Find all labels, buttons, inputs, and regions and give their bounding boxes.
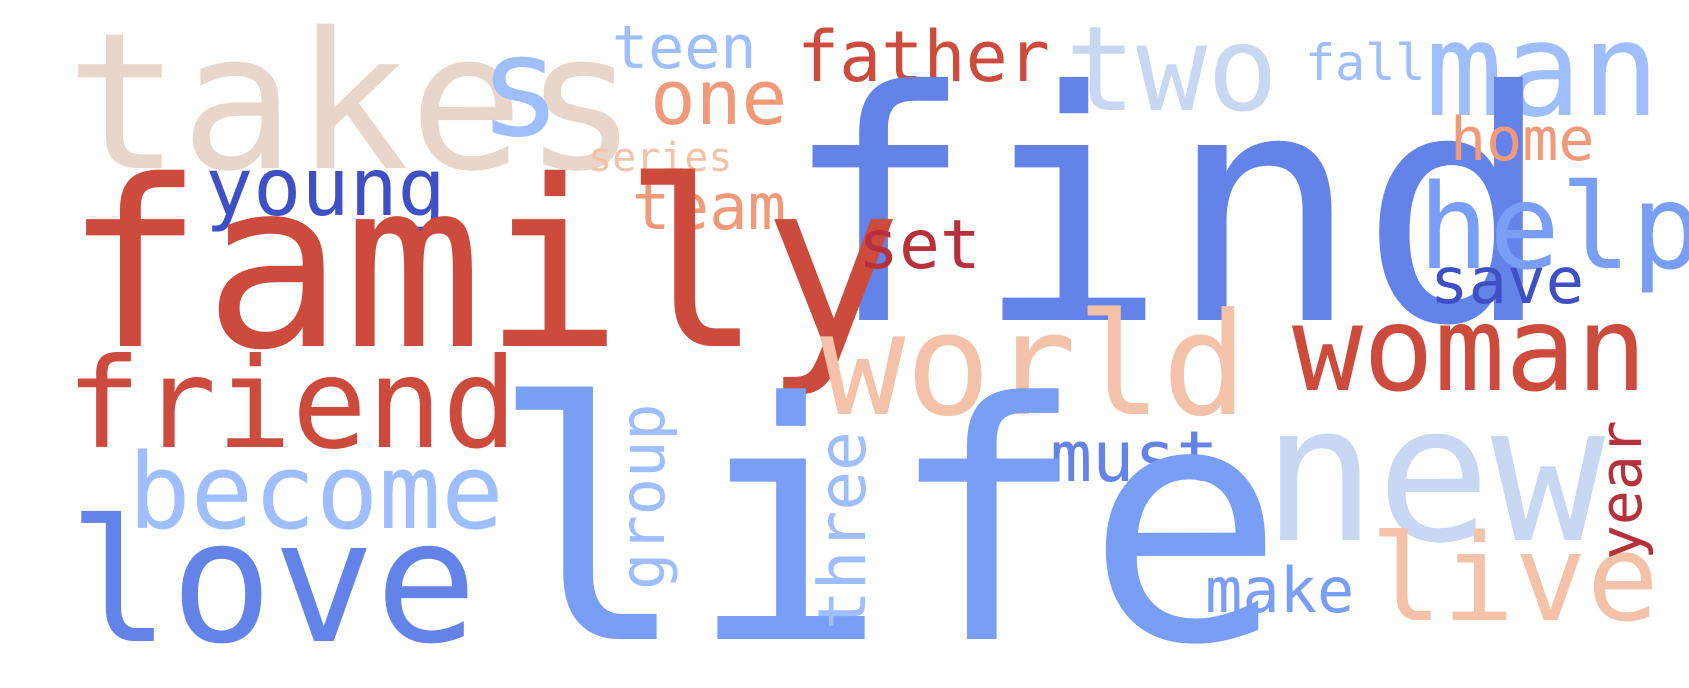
word-team: team <box>632 171 787 245</box>
word-series: series <box>588 135 733 181</box>
word-takes: takes <box>66 0 638 213</box>
word-group: group <box>606 403 679 590</box>
word-new: new <box>1262 364 1606 585</box>
word-two: two <box>1065 0 1279 138</box>
word-help: help <box>1418 158 1689 296</box>
word-friend: friend <box>66 332 518 477</box>
word-year: year <box>1587 420 1655 560</box>
word-save: save <box>1430 245 1585 319</box>
word-become: become <box>128 431 504 553</box>
word-young: young <box>205 141 446 234</box>
word-family: family <box>64 131 903 401</box>
word-home: home <box>1450 105 1595 175</box>
word-make: make <box>1205 554 1355 627</box>
word-world: world <box>820 283 1248 448</box>
word-s: s <box>478 6 563 169</box>
word-fall: fall <box>1305 34 1426 92</box>
word-woman: woman <box>1292 280 1648 418</box>
word-three: three <box>804 431 881 630</box>
word-teen: teen <box>612 13 757 83</box>
word-find: find <box>782 24 1553 396</box>
word-love: love <box>68 484 478 682</box>
word-man: man <box>1425 0 1660 146</box>
word-live: live <box>1370 510 1659 649</box>
word-father: father <box>797 16 1050 98</box>
word-must: must <box>1050 416 1219 498</box>
word-one: one <box>650 53 788 142</box>
word-life: life <box>490 333 1285 688</box>
word-set: set <box>858 206 981 285</box>
